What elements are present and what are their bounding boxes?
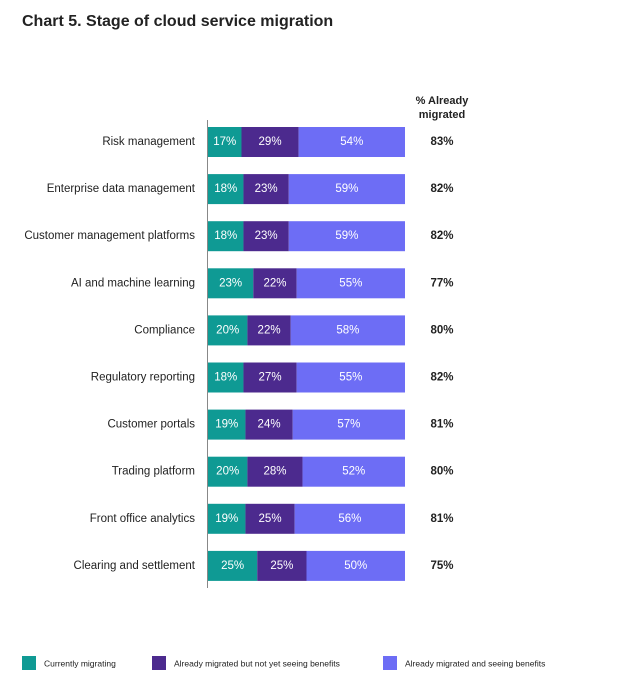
category-label: Regulatory reporting: [91, 372, 195, 384]
category-label: Customer management platforms: [24, 230, 195, 242]
value-label: 18%: [214, 230, 237, 242]
value-label: 22%: [258, 324, 281, 336]
legend-label: Already migrated and seeing benefits: [405, 658, 545, 668]
total-label: 81%: [430, 419, 453, 431]
value-label: 22%: [263, 277, 286, 289]
bar-segment: [302, 456, 405, 487]
value-label: 23%: [219, 277, 242, 289]
value-label: 27%: [259, 372, 282, 384]
value-label: 58%: [336, 324, 359, 336]
bar-segment: [208, 362, 244, 393]
bar-segment: [208, 268, 254, 299]
value-label: 20%: [216, 466, 239, 478]
legend-swatch: [383, 656, 397, 670]
bar-segment: [288, 174, 405, 205]
category-label: Clearing and settlement: [74, 560, 196, 572]
value-label: 18%: [214, 183, 237, 195]
bar-segment: [298, 127, 405, 157]
bar-segment: [208, 409, 246, 440]
category-label: Trading platform: [112, 466, 195, 478]
value-label: 19%: [215, 419, 238, 431]
bar-segment: [208, 315, 248, 346]
value-label: 20%: [216, 324, 239, 336]
total-label: 82%: [430, 230, 453, 242]
total-label: 81%: [430, 513, 453, 525]
category-label: Compliance: [134, 324, 195, 336]
totals-header: % Already migrated: [415, 95, 469, 121]
bar-segment: [306, 550, 405, 581]
category-label: AI and machine learning: [71, 277, 195, 289]
value-label: 18%: [214, 372, 237, 384]
bar-segment: [208, 456, 248, 487]
bar-segment: [253, 268, 297, 299]
value-label: 59%: [335, 183, 358, 195]
value-label: 25%: [270, 560, 293, 572]
value-label: 55%: [339, 372, 362, 384]
value-label: 25%: [259, 513, 282, 525]
bar-segment: [243, 174, 289, 205]
bar-segment: [208, 127, 242, 157]
legend-label: Already migrated but not yet seeing bene…: [174, 658, 340, 668]
bar-segment: [290, 315, 405, 346]
bar-segment: [296, 268, 405, 299]
bar-segment: [247, 456, 303, 487]
value-label: 29%: [259, 136, 282, 148]
value-label: 54%: [340, 136, 363, 148]
bar-segment: [208, 221, 244, 252]
value-label: 56%: [338, 513, 361, 525]
category-label: Enterprise data management: [47, 183, 196, 195]
bar-segment: [243, 221, 289, 252]
bar-segment: [292, 409, 405, 440]
category-label: Front office analytics: [90, 513, 196, 525]
total-label: 77%: [430, 277, 453, 289]
total-label: 83%: [430, 136, 453, 148]
legend-swatch: [22, 656, 36, 670]
bar-segment: [294, 503, 405, 534]
value-label: 57%: [337, 419, 360, 431]
legend-label: Currently migrating: [44, 658, 116, 668]
bar-segment: [247, 315, 291, 346]
total-label: 75%: [430, 560, 453, 572]
value-label: 19%: [215, 513, 238, 525]
value-label: 23%: [255, 230, 278, 242]
bar-segment: [257, 550, 307, 581]
bar-segment: [288, 221, 405, 252]
total-label: 80%: [430, 324, 453, 336]
value-label: 52%: [342, 466, 365, 478]
value-label: 28%: [263, 466, 286, 478]
bar-segment: [241, 127, 299, 157]
total-label: 82%: [430, 183, 453, 195]
value-label: 25%: [221, 560, 244, 572]
bar-segment: [208, 503, 246, 534]
bar-segment: [245, 409, 293, 440]
total-label: 80%: [430, 466, 453, 478]
bar-segment: [296, 362, 405, 393]
value-label: 50%: [344, 560, 367, 572]
category-label: Risk management: [102, 136, 195, 148]
legend-swatch: [152, 656, 166, 670]
total-label: 82%: [430, 372, 453, 384]
value-label: 23%: [255, 183, 278, 195]
bar-segment: [208, 550, 258, 581]
chart-title: Chart 5. Stage of cloud service migratio…: [22, 13, 333, 30]
bar-segment: [245, 503, 295, 534]
value-label: 55%: [339, 277, 362, 289]
value-label: 59%: [335, 230, 358, 242]
value-label: 17%: [213, 136, 236, 148]
bar-segment: [208, 174, 244, 205]
category-label: Customer portals: [107, 419, 195, 431]
bar-segment: [243, 362, 297, 393]
value-label: 24%: [258, 419, 281, 431]
